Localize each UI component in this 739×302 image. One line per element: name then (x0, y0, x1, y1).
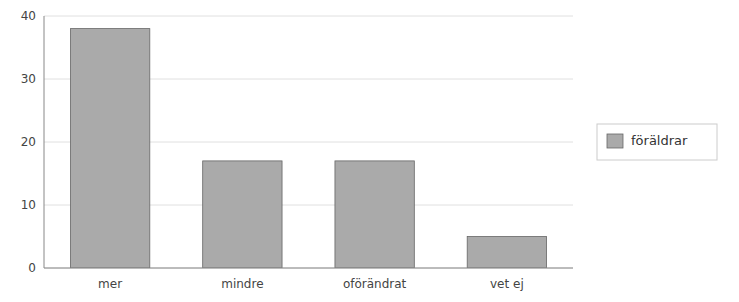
legend-label: föräldrar (631, 133, 688, 148)
grid (44, 16, 573, 268)
bar (335, 161, 414, 268)
y-tick-label: 10 (21, 198, 36, 212)
y-axis-line (44, 16, 45, 268)
y-tick-label: 0 (28, 261, 36, 275)
x-tick-label: mer (98, 277, 122, 291)
grid-line (44, 268, 573, 269)
chart: 0 10 20 30 40 mer mindre oförändrat vet ej föräld… (0, 0, 739, 302)
grid-line (44, 16, 573, 17)
legend: föräldrar (597, 124, 717, 160)
y-tick-label: 40 (21, 9, 36, 23)
y-tick-label: 20 (21, 135, 36, 149)
bars (70, 29, 546, 268)
bar (203, 161, 282, 268)
bar (467, 237, 546, 269)
x-axis-line (44, 268, 573, 269)
x-tick-label: oförändrat (343, 277, 407, 291)
x-tick-label: mindre (221, 277, 263, 291)
chart-container: 0 10 20 30 40 mer mindre oförändrat vet ej föräld… (0, 0, 739, 302)
bar (70, 29, 149, 268)
legend-box (597, 124, 717, 160)
legend-swatch (607, 134, 623, 148)
y-tick-label: 30 (21, 72, 36, 86)
x-tick-label: vet ej (490, 277, 524, 291)
